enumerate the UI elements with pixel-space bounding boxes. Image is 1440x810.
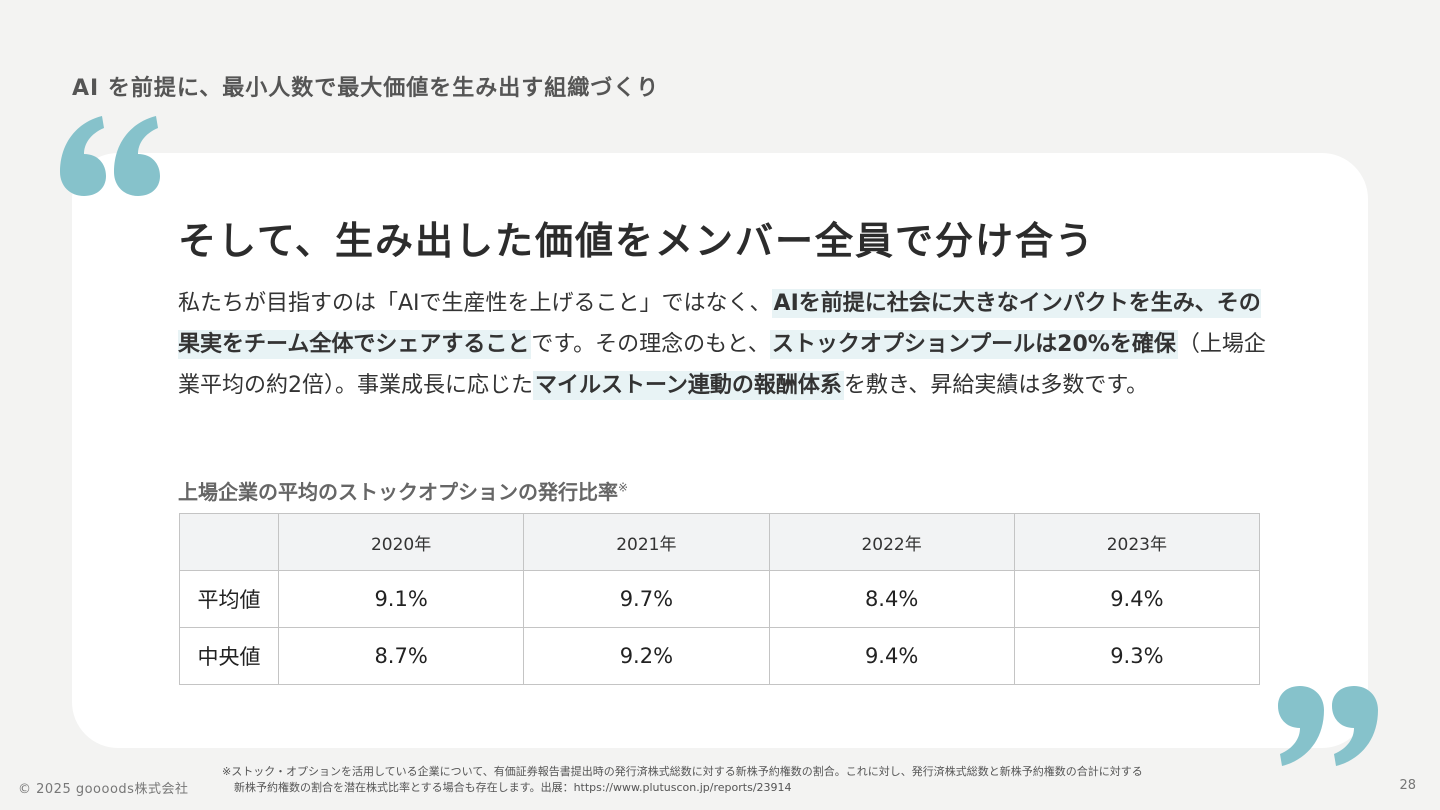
table-caption-mark: ※ (618, 480, 629, 495)
table-cell: 9.3% (1013, 627, 1261, 685)
body-text-2: です。その理念のもと、 (531, 332, 770, 357)
table-caption: 上場企業の平均のストックオプションの発行比率※ (178, 476, 628, 505)
table-cell: 9.7% (523, 570, 770, 628)
body-text-4: を敷き、昇給実績は多数です。 (843, 373, 1149, 398)
table-header-cell: 2022年 (768, 513, 1015, 571)
slide-title: そして、生み出した価値をメンバー全員で分け合う (178, 219, 1095, 263)
body-text-3: （上場企業平均の約2倍）。事業成長に応じた (178, 332, 1266, 398)
table-header-cell (179, 513, 279, 571)
footnote: ※ストック・オプションを活用している企業について、有価証券報告書提出時の発行済株… (222, 764, 1143, 796)
body-highlight-2: ストックオプションプールは20%を確保 (769, 330, 1178, 359)
footnote-line-1: ※ストック・オプションを活用している企業について、有価証券報告書提出時の発行済株… (222, 765, 1143, 778)
open-quote-icon (60, 116, 160, 196)
copyright: © 2025 goooods株式会社 (18, 782, 189, 797)
table-header-cell: 2020年 (277, 513, 525, 571)
page-heading: AI を前提に、最小人数で最大価値を生み出す組織づくり (72, 76, 660, 101)
stock-option-table: 2020年 2021年 2022年 2023年 平均値 9.1% 9.7% 8.… (179, 513, 1261, 685)
table-cell: 9.2% (523, 627, 770, 685)
footnote-line-2: 新株予約権数の割合を潜在株式比率とする場合も存在します。出展：https://w… (234, 781, 792, 794)
table-caption-text: 上場企業の平均のストックオプションの発行比率 (178, 480, 618, 504)
table-header-cell: 2021年 (523, 513, 770, 571)
close-quote-icon (1278, 686, 1378, 766)
table-header-row: 2020年 2021年 2022年 2023年 (179, 513, 1261, 571)
page-number: 28 (1399, 778, 1416, 793)
table-cell: 8.4% (768, 570, 1015, 628)
table-cell: 9.4% (1013, 570, 1261, 628)
row-label: 中央値 (179, 627, 279, 685)
row-label: 平均値 (179, 570, 279, 628)
body-highlight-3: マイルストーン連動の報酬体系 (533, 371, 844, 400)
body-text-1: 私たちが目指すのは「AIで生産性を上げること」ではなく、 (178, 291, 772, 316)
body-paragraph: 私たちが目指すのは「AIで生産性を上げること」ではなく、AIを前提に社会に大きな… (178, 283, 1278, 406)
table-cell: 9.4% (768, 627, 1015, 685)
table-header-cell: 2023年 (1013, 513, 1261, 571)
table-cell: 8.7% (277, 627, 525, 685)
table-row: 中央値 8.7% 9.2% 9.4% 9.3% (179, 627, 1261, 685)
table-cell: 9.1% (277, 570, 525, 628)
table-row: 平均値 9.1% 9.7% 8.4% 9.4% (179, 570, 1261, 628)
